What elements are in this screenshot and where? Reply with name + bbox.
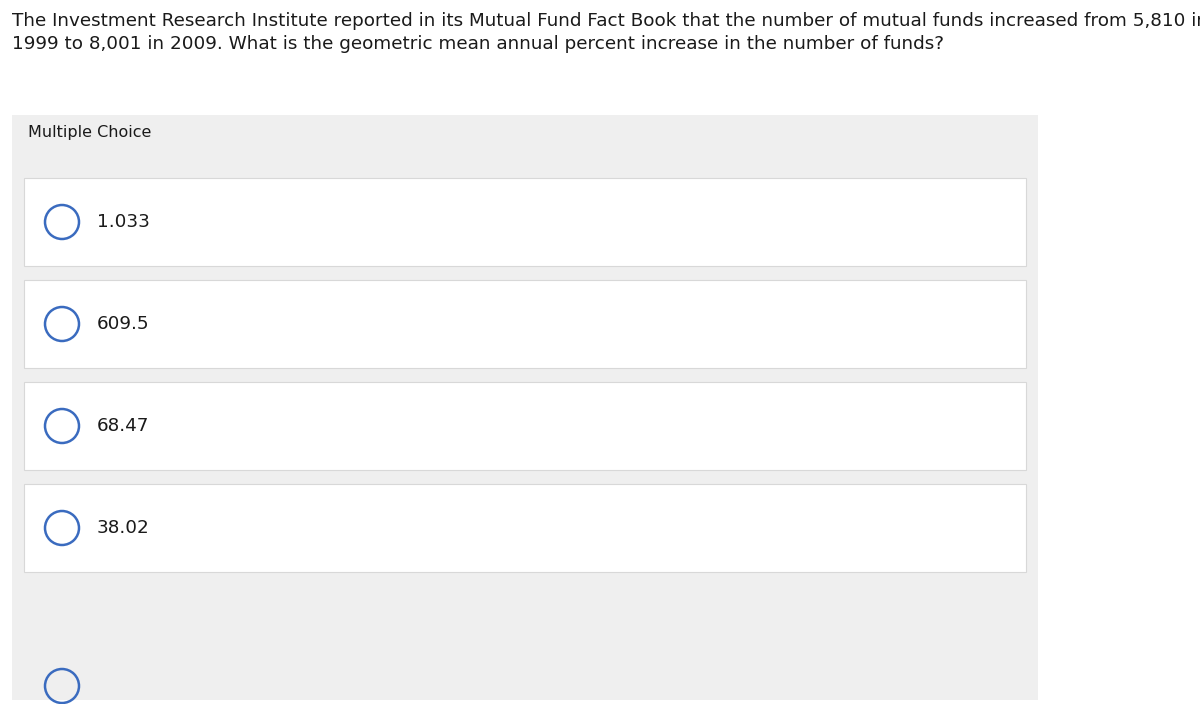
FancyBboxPatch shape [24,280,1026,368]
FancyBboxPatch shape [24,484,1026,572]
Text: Multiple Choice: Multiple Choice [28,125,151,140]
Text: 68.47: 68.47 [97,417,150,435]
Text: The Investment Research Institute reported in its Mutual Fund Fact Book that the: The Investment Research Institute report… [12,12,1200,30]
Text: 1.033: 1.033 [97,213,150,231]
FancyBboxPatch shape [24,178,1026,266]
Text: 38.02: 38.02 [97,519,150,537]
Text: 1999 to 8,001 in 2009. What is the geometric mean annual percent increase in the: 1999 to 8,001 in 2009. What is the geome… [12,35,944,53]
FancyBboxPatch shape [12,115,1038,700]
Text: 609.5: 609.5 [97,315,150,333]
FancyBboxPatch shape [24,382,1026,470]
